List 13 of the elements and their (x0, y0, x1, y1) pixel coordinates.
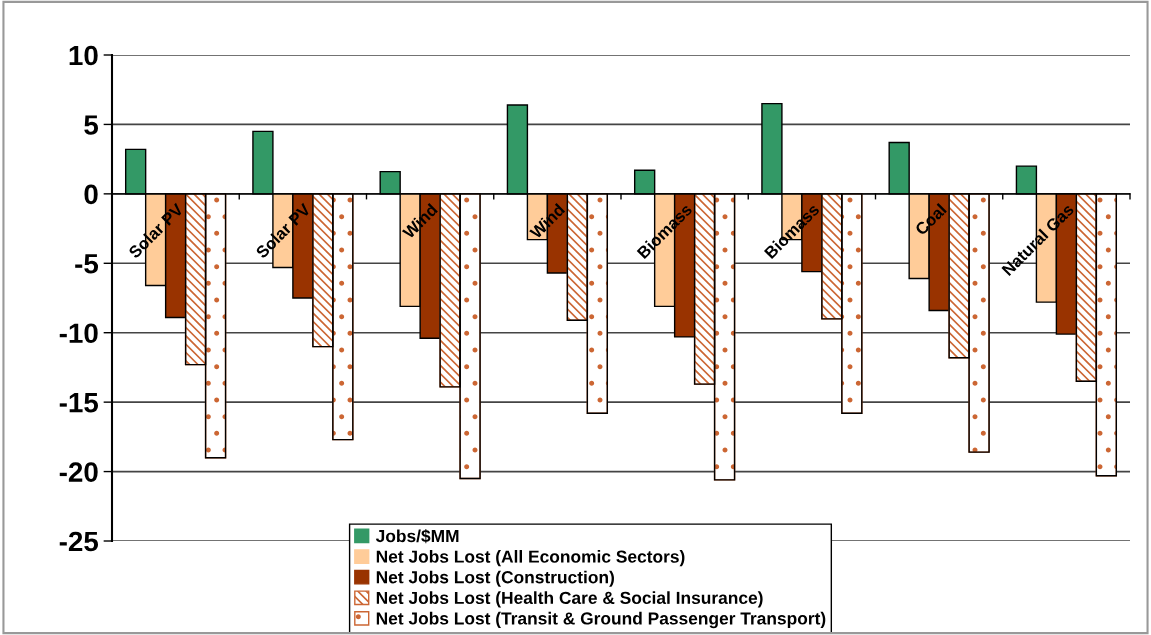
legend-label: Net Jobs Lost (Construction) (376, 570, 614, 587)
legend-label: Jobs/$MM (375, 529, 459, 544)
y-tick-label: -5 (75, 254, 99, 274)
legend-label: Net Jobs Lost (All Economic Sectors) (376, 550, 685, 567)
y-tick-label: 5 (84, 115, 99, 135)
legend-label: Net Jobs Lost (Health Care & Social Insurance) (376, 591, 763, 608)
y-tick-label: 10 (69, 45, 98, 66)
y-tick-label: -20 (59, 462, 98, 482)
y-tick-label: 0 (84, 184, 98, 205)
y-tick-label: -25 (59, 531, 99, 552)
y-tick-label: -15 (59, 393, 99, 413)
legend-label: Net Jobs Lost (Transit & Ground Passenger Transport) (376, 611, 826, 629)
y-tick-label: -10 (59, 323, 98, 344)
